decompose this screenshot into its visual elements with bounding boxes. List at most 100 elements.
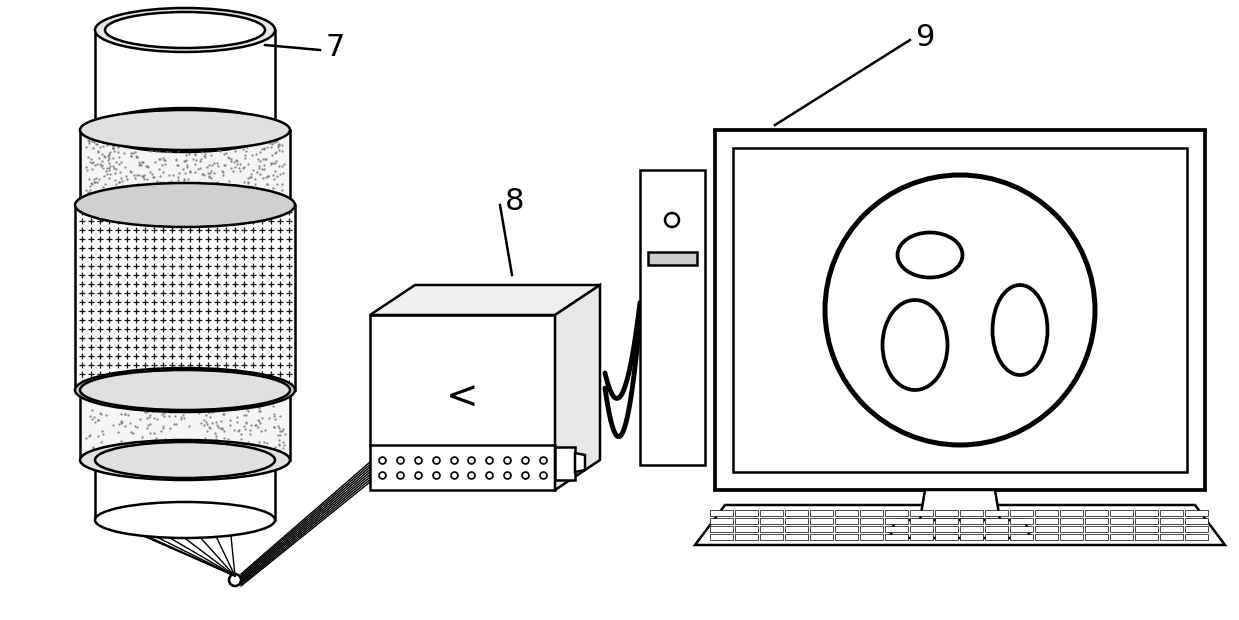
- Polygon shape: [935, 526, 958, 532]
- Polygon shape: [1085, 518, 1108, 524]
- Text: 8: 8: [506, 187, 524, 216]
- Ellipse shape: [95, 502, 275, 538]
- Polygon shape: [760, 518, 783, 524]
- Ellipse shape: [81, 440, 290, 480]
- Polygon shape: [735, 526, 758, 532]
- Polygon shape: [1135, 526, 1158, 532]
- Polygon shape: [1184, 534, 1208, 540]
- Polygon shape: [921, 490, 1000, 520]
- Ellipse shape: [105, 12, 265, 48]
- Polygon shape: [735, 518, 758, 524]
- Polygon shape: [909, 534, 933, 540]
- Polygon shape: [935, 534, 958, 540]
- Polygon shape: [1110, 518, 1132, 524]
- Polygon shape: [735, 510, 758, 516]
- Ellipse shape: [81, 185, 290, 225]
- Polygon shape: [985, 518, 1009, 524]
- Ellipse shape: [76, 183, 295, 227]
- Polygon shape: [1160, 526, 1183, 532]
- Polygon shape: [786, 526, 808, 532]
- Polygon shape: [885, 534, 908, 540]
- Polygon shape: [909, 518, 933, 524]
- Polygon shape: [885, 518, 908, 524]
- Polygon shape: [95, 460, 275, 520]
- Polygon shape: [786, 510, 808, 516]
- Polygon shape: [1110, 510, 1132, 516]
- Polygon shape: [810, 526, 833, 532]
- Polygon shape: [1061, 510, 1083, 516]
- Polygon shape: [710, 518, 733, 524]
- Polygon shape: [81, 390, 290, 460]
- Polygon shape: [1061, 534, 1083, 540]
- Polygon shape: [960, 510, 983, 516]
- Polygon shape: [835, 534, 857, 540]
- Polygon shape: [960, 526, 983, 532]
- Polygon shape: [890, 520, 1030, 538]
- Polygon shape: [860, 534, 883, 540]
- Polygon shape: [786, 534, 808, 540]
- Polygon shape: [641, 170, 705, 465]
- Polygon shape: [1184, 510, 1208, 516]
- Polygon shape: [1160, 518, 1183, 524]
- Polygon shape: [1061, 518, 1083, 524]
- Polygon shape: [985, 510, 1009, 516]
- Polygon shape: [715, 130, 1206, 490]
- Polygon shape: [1010, 518, 1033, 524]
- Polygon shape: [1085, 510, 1108, 516]
- Polygon shape: [985, 526, 1009, 532]
- Polygon shape: [835, 526, 857, 532]
- Polygon shape: [835, 518, 857, 524]
- Polygon shape: [575, 453, 585, 472]
- Polygon shape: [860, 526, 883, 532]
- Text: 7: 7: [325, 32, 344, 61]
- Polygon shape: [370, 285, 600, 315]
- Polygon shape: [1061, 526, 1083, 532]
- Polygon shape: [810, 518, 833, 524]
- Polygon shape: [76, 205, 295, 390]
- Polygon shape: [1035, 526, 1058, 532]
- Polygon shape: [935, 518, 958, 524]
- Ellipse shape: [76, 368, 295, 412]
- Polygon shape: [1035, 518, 1058, 524]
- Polygon shape: [860, 518, 883, 524]
- Polygon shape: [1184, 526, 1208, 532]
- Polygon shape: [710, 526, 733, 532]
- Polygon shape: [1110, 526, 1132, 532]
- Polygon shape: [909, 526, 933, 532]
- Polygon shape: [1160, 534, 1183, 540]
- Polygon shape: [555, 447, 575, 480]
- Polygon shape: [760, 534, 783, 540]
- Text: <: <: [446, 379, 478, 417]
- Polygon shape: [735, 534, 758, 540]
- Ellipse shape: [95, 442, 275, 478]
- Ellipse shape: [81, 110, 290, 150]
- Polygon shape: [1010, 534, 1033, 540]
- Polygon shape: [710, 534, 733, 540]
- Ellipse shape: [95, 8, 275, 52]
- Polygon shape: [1135, 534, 1158, 540]
- Polygon shape: [1085, 534, 1108, 540]
- Polygon shape: [909, 510, 933, 516]
- Polygon shape: [885, 510, 908, 516]
- Polygon shape: [935, 510, 958, 516]
- Polygon shape: [1160, 510, 1183, 516]
- Polygon shape: [985, 534, 1009, 540]
- Polygon shape: [1035, 534, 1058, 540]
- Polygon shape: [1010, 526, 1033, 532]
- Polygon shape: [1035, 510, 1058, 516]
- Polygon shape: [760, 510, 783, 516]
- Polygon shape: [810, 534, 833, 540]
- Polygon shape: [760, 526, 783, 532]
- Ellipse shape: [81, 370, 290, 410]
- Ellipse shape: [95, 108, 275, 152]
- Polygon shape: [810, 510, 833, 516]
- Polygon shape: [1184, 518, 1208, 524]
- Polygon shape: [835, 510, 857, 516]
- Polygon shape: [648, 252, 698, 265]
- Polygon shape: [733, 148, 1187, 472]
- Polygon shape: [960, 534, 983, 540]
- Polygon shape: [710, 510, 733, 516]
- Polygon shape: [370, 315, 555, 490]
- Polygon shape: [1135, 518, 1158, 524]
- Polygon shape: [1135, 510, 1158, 516]
